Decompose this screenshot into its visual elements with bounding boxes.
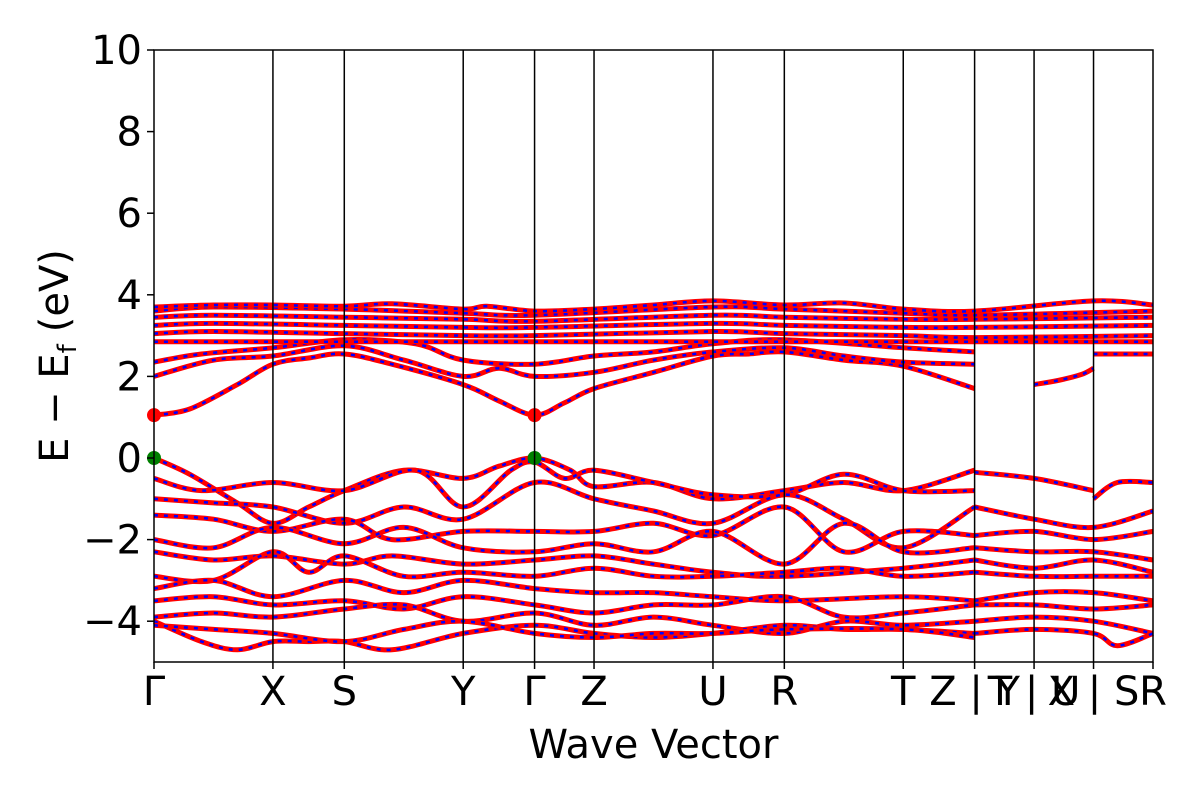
band-6-spin-up [153, 328, 1154, 341]
band-8-spin-down [153, 313, 1154, 323]
x-tick-label-4: Γ [523, 669, 546, 715]
band-24-spin-down [974, 570, 1153, 578]
band-33-spin-down [153, 619, 975, 643]
band-12-spin-down [974, 471, 1094, 492]
band-18-spin-down [974, 530, 1154, 541]
band-1-spin-up [1033, 366, 1095, 388]
x-tick-label-3: Y [450, 669, 476, 715]
x-tick-label-12: R [1139, 669, 1167, 715]
band-13-spin-up [1091, 478, 1154, 501]
x-tick-label-0: Γ [143, 669, 166, 715]
band-28-spin-down [974, 603, 1154, 611]
y-axis-title: E − Ef (eV) [32, 249, 83, 463]
band-11-spin-up [152, 455, 976, 526]
x-tick-label-10: T | U [987, 669, 1081, 715]
y-tick-label-0: −4 [83, 599, 142, 645]
x-tick-label-6: U [698, 669, 727, 715]
band-9-spin-down [153, 305, 1154, 317]
x-tick-label-2: S [332, 669, 357, 715]
band-19-spin-down [153, 522, 975, 566]
band-20-spin-down [974, 546, 1154, 562]
y-axis-title-unit: (eV) [32, 249, 78, 332]
band-26-spin-down [974, 590, 1154, 603]
x-tick-label-9: Z | Y [929, 669, 1020, 715]
band-10-spin-up [153, 298, 1154, 315]
band-25-spin-up [153, 577, 975, 604]
band-30-spin-down [974, 615, 1154, 635]
x-axis-title: Wave Vector [529, 722, 780, 768]
y-axis-ticks: −4 −2 0 2 4 6 8 10 [83, 28, 154, 645]
band-14-spin-down [153, 460, 975, 509]
high-symmetry-lines [272, 50, 1095, 662]
y-tick-label-3: 2 [117, 354, 142, 400]
band-7-spin-down [153, 322, 1154, 330]
y-tick-label-1: −2 [83, 518, 142, 564]
y-tick-label-6: 8 [117, 110, 142, 156]
band-22-spin-down [974, 558, 1154, 574]
x-tick-label-1: X [259, 669, 286, 715]
band-20-spin-up [974, 545, 1154, 563]
x-tick-label-5: Z [580, 669, 607, 715]
band-1-spin-down [1033, 367, 1095, 386]
band-6-spin-down [153, 330, 1154, 339]
band-17-spin-down [153, 505, 975, 554]
band-32-spin-down [974, 628, 1154, 647]
x-tick-label-11: X | S [1048, 669, 1140, 715]
x-tick-label-7: R [770, 669, 798, 715]
band-29-spin-up [153, 601, 975, 636]
plot-area-frame [153, 49, 1154, 663]
y-tick-label-2: 0 [117, 436, 142, 482]
y-tick-label-7: 10 [91, 28, 142, 74]
band-16-spin-down [974, 505, 1154, 529]
band-15-spin-down [153, 480, 976, 550]
band-7-spin-up [153, 320, 1154, 331]
band-15-spin-up [153, 479, 976, 551]
y-tick-label-5: 6 [117, 191, 142, 237]
y-tick-label-4: 4 [117, 273, 142, 319]
y-axis-title-main: E − E [32, 353, 78, 463]
x-tick-label-8: T [890, 669, 916, 715]
y-axis-title-subscript: f [53, 343, 83, 353]
band-32-spin-up [974, 626, 1154, 649]
band-27-spin-down [153, 595, 975, 620]
bands-layer [152, 298, 1154, 653]
